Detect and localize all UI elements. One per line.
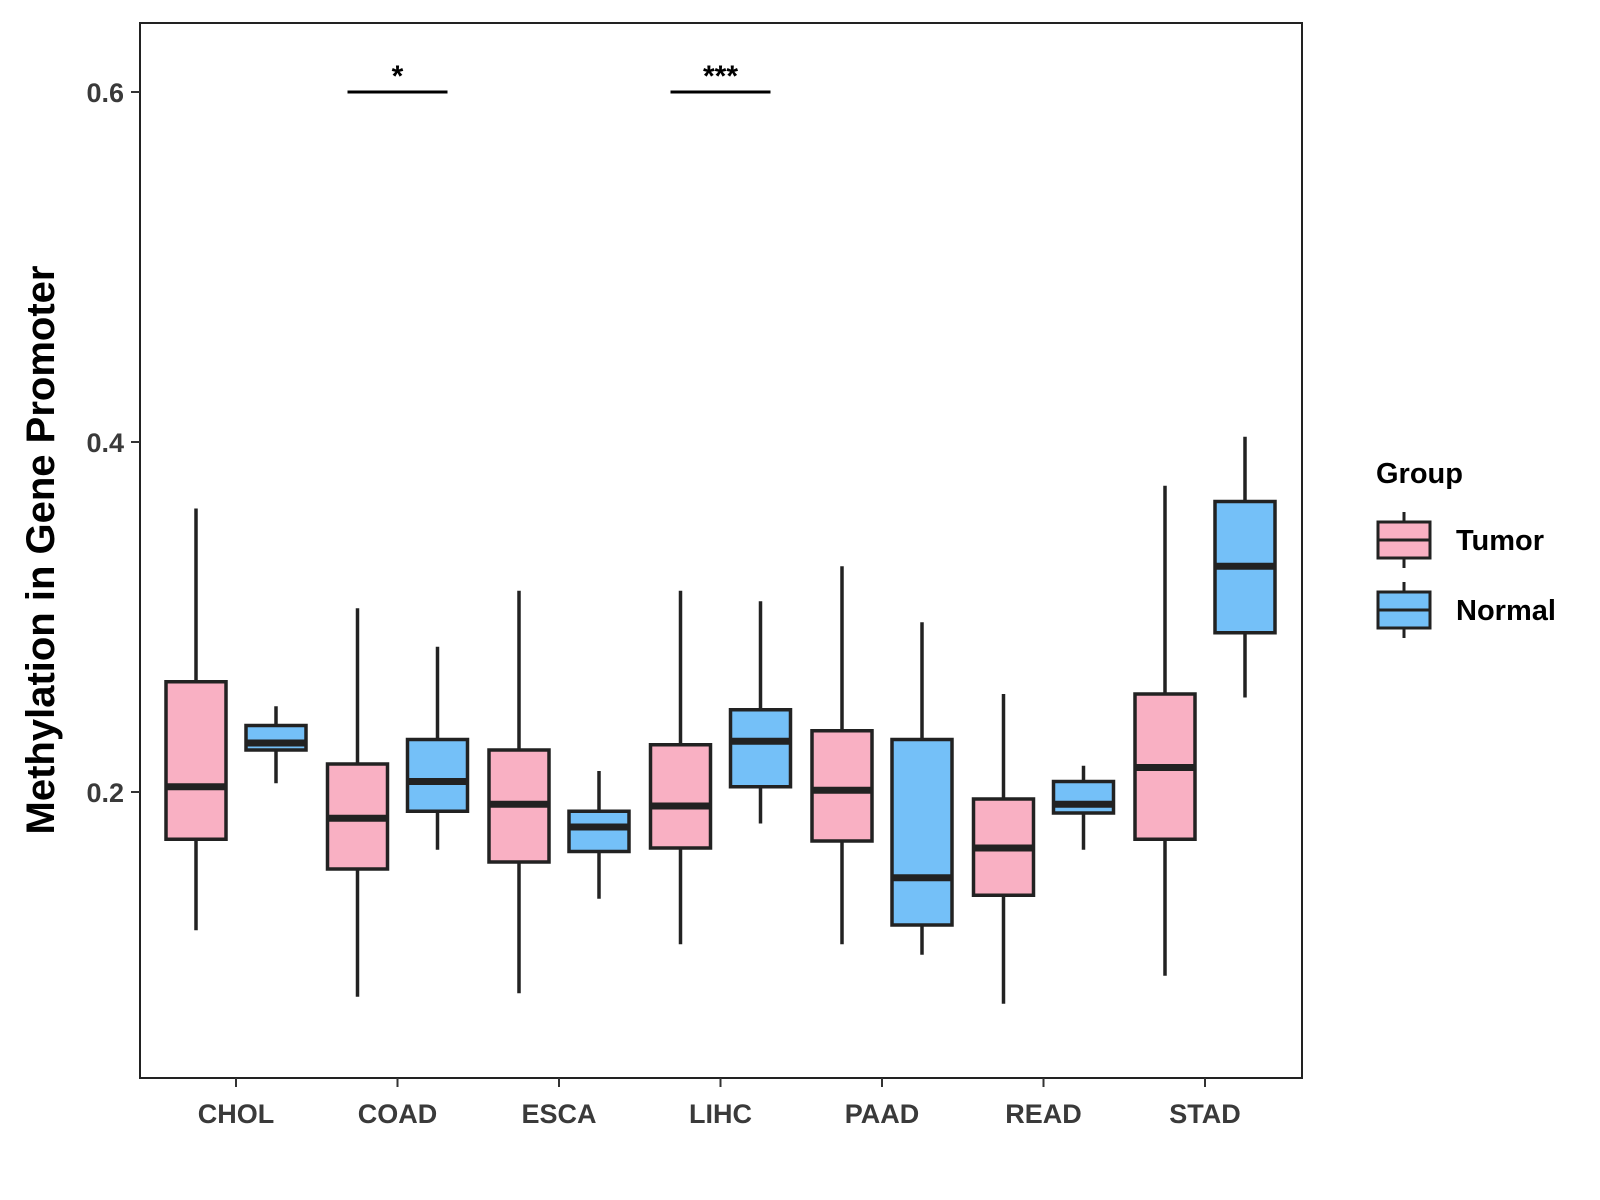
significance-label: *	[392, 60, 404, 93]
y-tick-label: 0.6	[86, 78, 124, 108]
box-normal	[405, 737, 470, 813]
x-tick-label: ESCA	[521, 1099, 596, 1129]
box-normal	[728, 708, 793, 789]
x-tick-label: READ	[1005, 1099, 1082, 1129]
y-axis-title: Methylation in Gene Promoter	[19, 266, 63, 835]
box-normal	[567, 809, 631, 854]
y-tick-label: 0.2	[86, 778, 124, 808]
legend-label-normal: Normal	[1456, 595, 1556, 627]
box-normal	[1051, 779, 1116, 815]
x-tick-label: STAD	[1169, 1099, 1241, 1129]
x-tick-label: LIHC	[689, 1099, 752, 1129]
box-tumor	[810, 729, 874, 843]
x-tick-label: PAAD	[845, 1099, 920, 1129]
x-tick-label: COAD	[358, 1099, 438, 1129]
box-tumor	[164, 680, 228, 841]
y-tick-label: 0.4	[86, 428, 124, 458]
box-tumor	[648, 743, 713, 850]
box-normal	[890, 737, 954, 927]
legend-label-tumor: Tumor	[1456, 525, 1544, 557]
x-tick-label: CHOL	[198, 1099, 275, 1129]
legend-title: Group	[1376, 458, 1463, 490]
significance-label: ***	[703, 60, 738, 93]
plot-panel	[139, 22, 1303, 1079]
